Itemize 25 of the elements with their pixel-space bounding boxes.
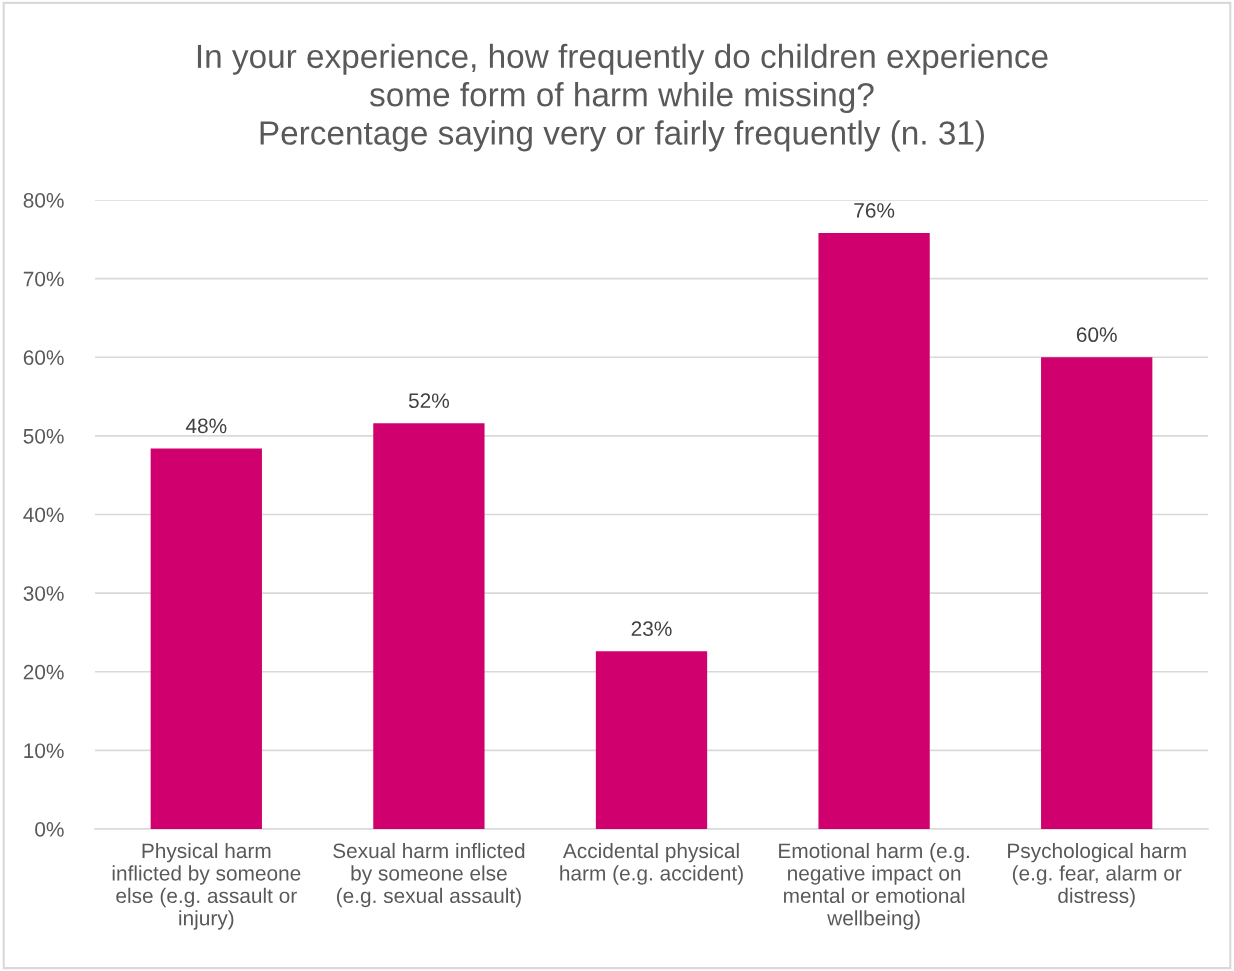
data-label: 52% <box>408 393 450 409</box>
y-tick-label: 40% <box>23 507 64 523</box>
bar <box>1041 357 1153 829</box>
bar <box>373 423 485 829</box>
x-tick-label: Accidental physical harm (e.g. accident) <box>560 842 743 885</box>
x-tick-label: Physical harm inflicted by someone else (e.g. assault or injury) <box>112 842 301 930</box>
x-tick-label: Sexual harm inflicted by someone else (e.g. sexual assault) <box>333 842 525 908</box>
y-tick-label: 30% <box>23 586 64 601</box>
y-tick-label: 80% <box>23 193 64 208</box>
bar <box>818 233 930 829</box>
x-tick-label: Emotional harm (e.g. negative impact on mental or emotional wellbeing) <box>779 842 969 930</box>
data-label: 23% <box>631 621 672 637</box>
y-tick-label: 60% <box>23 350 64 365</box>
bar <box>595 651 708 829</box>
y-tick-label: 10% <box>24 743 64 759</box>
bar <box>150 448 262 829</box>
data-label: 60% <box>1076 327 1117 343</box>
x-tick-label: Psychological harm (e.g. fear, alarm or distress) <box>1008 842 1186 908</box>
y-tick-label: 50% <box>23 428 64 444</box>
data-label: 76% <box>854 203 895 218</box>
data-label: 48% <box>185 418 227 434</box>
y-tick-label: 0% <box>35 822 64 837</box>
chart-title: In your experience, how frequently do children experience some form of harm while missing? Percentage saying very or fairly frequently (n. 31) <box>197 43 1048 152</box>
y-tick-label: 20% <box>23 664 64 680</box>
y-tick-label: 70% <box>23 271 64 287</box>
